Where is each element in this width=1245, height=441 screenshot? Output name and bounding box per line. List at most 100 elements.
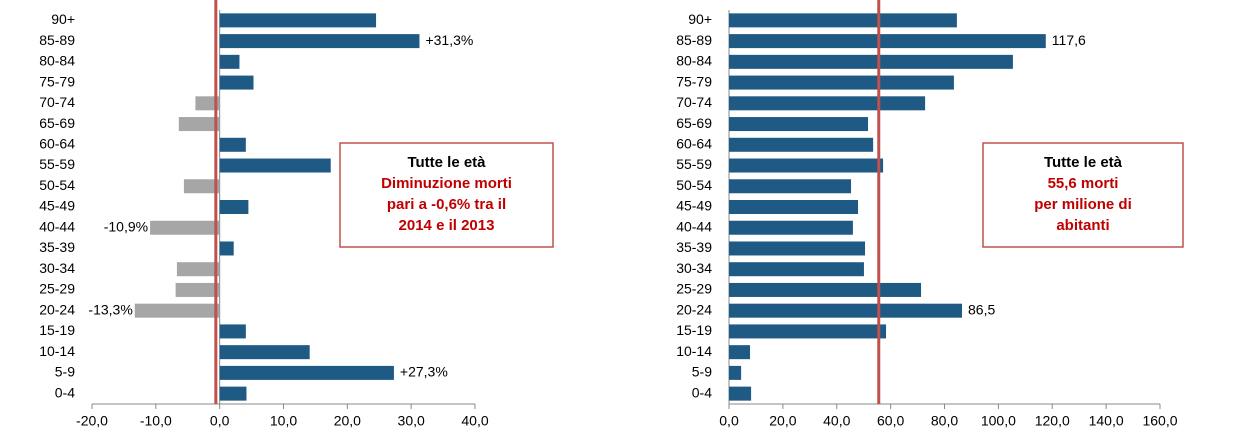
bar [729,365,742,380]
category-label: 75-79 [676,73,712,89]
category-label: 70-74 [39,94,75,110]
category-label: 40-44 [39,218,75,234]
bar [729,345,751,360]
annotation-text: 55,6 morti [1048,175,1119,192]
category-label: 20-24 [676,301,712,317]
annotation-text: Tutte le età [1044,154,1123,171]
bar [219,241,234,256]
x-tick-label: -10,0 [140,413,172,429]
category-label: 20-24 [39,301,75,317]
bar [175,282,220,297]
annotation-box [982,142,1184,248]
bar [219,345,310,360]
x-tick-label: 30,0 [398,413,425,429]
category-label: 0-4 [55,384,75,400]
category-label: 25-29 [676,281,712,297]
bar [729,179,852,194]
value-label: +27,3% [400,364,448,380]
category-label: 30-34 [39,260,75,276]
category-label: 25-29 [39,281,75,297]
annotation-box [339,142,554,248]
bar [219,200,249,214]
x-tick-label: -20,0 [76,413,108,429]
bar [176,262,220,277]
bar [729,137,874,152]
bar [219,137,246,152]
bar [219,324,246,339]
bar [729,117,868,132]
category-label: 5-9 [55,364,75,380]
bar [729,303,963,318]
x-tick-label: 100,0 [981,413,1016,429]
category-label: 80-84 [676,53,712,69]
x-tick-label: 60,0 [877,413,904,429]
x-tick-label: 140,0 [1089,413,1124,429]
bar [729,13,957,28]
category-label: 55-59 [676,156,712,172]
x-tick-label: 10,0 [270,413,297,429]
x-tick-label: 20,0 [334,413,361,429]
bar [729,220,853,235]
annotation-text: Tutte le età [407,154,486,171]
x-tick-label: 40,0 [823,413,850,429]
bar [729,158,884,173]
annotation-text: abitanti [1056,217,1109,234]
value-label: -10,9% [104,218,148,234]
bar [195,96,220,111]
category-label: 10-14 [676,343,712,359]
annotation-text: pari a -0,6% tra il [387,196,506,213]
x-tick-label: 0,0 [719,413,739,429]
bar [729,54,1013,69]
category-label: 75-79 [39,73,75,89]
category-label: 5-9 [692,364,712,380]
bar [729,282,922,297]
bar [729,241,866,256]
x-tick-label: 0,0 [210,413,230,429]
bar [219,365,394,380]
category-label: 0-4 [692,384,712,400]
category-label: 30-34 [676,260,712,276]
x-tick-label: 40,0 [461,413,488,429]
category-label: 50-54 [676,177,712,193]
annotation-text: Diminuzione morti [381,175,512,192]
bar [729,200,859,214]
category-label: 90+ [688,11,712,27]
category-label: 45-49 [676,198,712,214]
value-label: 117,6 [1052,32,1086,48]
value-label: 86,5 [968,301,995,317]
category-label: 65-69 [676,115,712,131]
category-label: 35-39 [39,239,75,255]
x-tick-label: 120,0 [1035,413,1070,429]
x-tick-label: 20,0 [769,413,796,429]
category-label: 60-64 [676,135,712,151]
bar [183,179,220,194]
annotation-text: per milione di [1034,196,1132,213]
bar [729,34,1046,49]
category-label: 45-49 [39,198,75,214]
value-label: +31,3% [425,32,473,48]
bar [219,158,331,173]
annotation-text: 2014 e il 2013 [399,217,495,234]
bar [729,324,887,339]
bar [219,386,247,401]
category-label: 60-64 [39,135,75,151]
category-label: 90+ [51,11,75,27]
bar [178,117,220,132]
bar [219,54,240,69]
value-label: -13,3% [88,301,132,317]
bar [219,34,420,49]
category-label: 70-74 [676,94,712,110]
category-label: 80-84 [39,53,75,69]
bar [134,303,220,318]
category-label: 55-59 [39,156,75,172]
category-label: 35-39 [676,239,712,255]
bar [150,220,220,235]
bar [729,386,752,401]
bar [219,13,377,28]
category-label: 15-19 [676,322,712,338]
bar [729,96,926,111]
bar [729,75,954,90]
bar [729,262,864,277]
category-label: 10-14 [39,343,75,359]
